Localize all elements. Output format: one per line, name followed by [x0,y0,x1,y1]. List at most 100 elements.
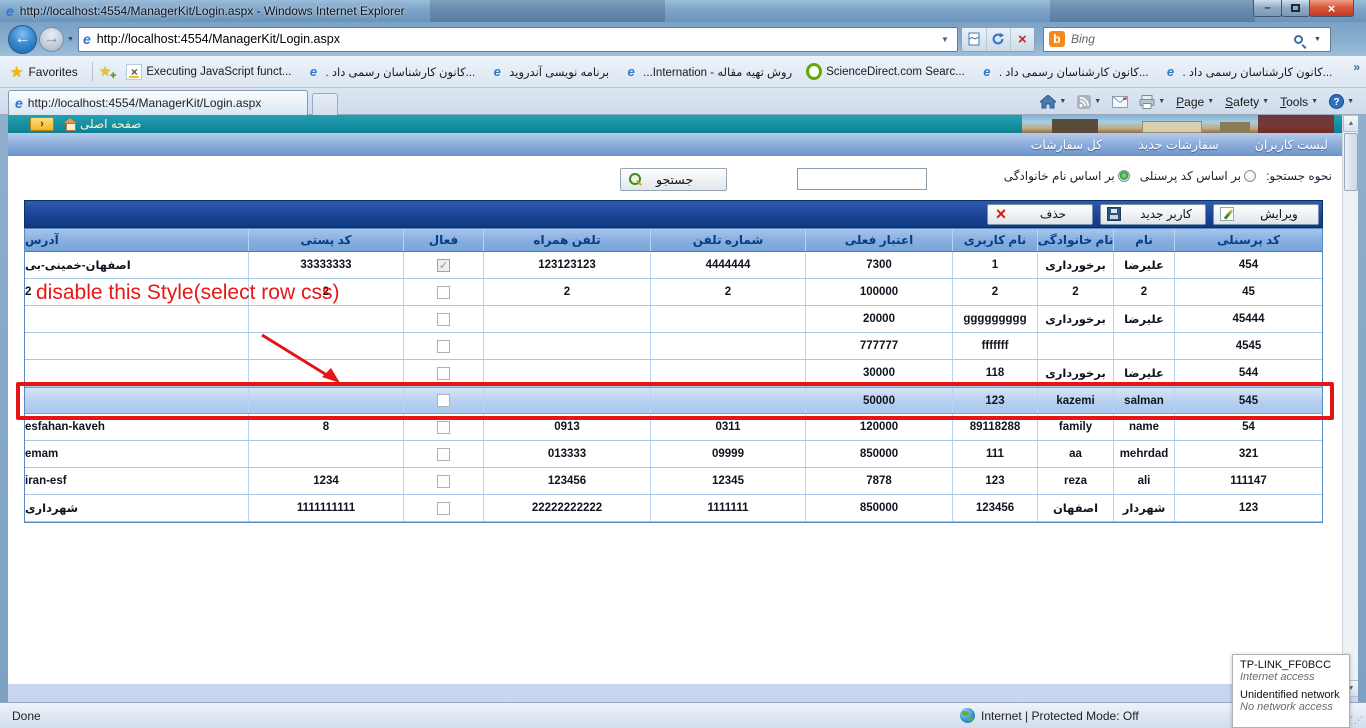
home-dropdown-icon[interactable]: ▼ [1059,98,1067,105]
maximize-button[interactable] [1281,0,1310,17]
active-checkbox[interactable] [437,285,450,299]
url-dropdown-icon[interactable]: ▼ [941,34,949,44]
col-header-username[interactable]: نام کاربری [953,229,1038,251]
favorites-item[interactable]: برنامه نویسی آندروید [482,60,616,84]
safety-menu-button[interactable]: Safety ▼ [1221,93,1273,111]
favorites-item[interactable]: ...كانون كارشناسان رسمى داد . [298,60,482,84]
favorites-item[interactable]: ...كانون كارشناسان رسمى داد . [1156,60,1340,84]
page-menu-button[interactable]: Page ▼ [1172,93,1218,111]
search-radio-option[interactable]: بر اساس نام خانوادگی [1004,169,1130,183]
tools-menu-button[interactable]: Tools ▼ [1276,93,1322,111]
table-row[interactable]: 50000 123 kazemi salman 545 [25,387,1322,414]
print-button[interactable]: ▼ [1135,93,1169,111]
table-row[interactable]: 20000 ggggggggg برخورداری علیرضا 45444 [25,306,1322,333]
cell-firstname: علیرضا [1114,252,1175,278]
col-header-lastname[interactable]: نام خانوادگی [1038,229,1114,251]
stop-button[interactable]: × [1009,27,1034,51]
nav-menu-item[interactable]: لیست کاربران [1254,138,1328,152]
compatibility-view-button[interactable] [962,28,986,51]
active-checkbox[interactable] [437,474,450,488]
favorites-button[interactable]: Favorites [28,64,78,79]
col-header-credit[interactable]: اعتبار فعلی [806,229,953,251]
url-text[interactable]: http://localhost:4554/ManagerKit/Login.a… [96,32,340,46]
toolbar-button[interactable]: حذف [987,203,1093,225]
vertical-scrollbar[interactable]: ▲ ▼ [1342,115,1358,697]
feeds-dropdown-icon[interactable]: ▼ [1094,98,1102,105]
cell-lastname: family [1038,414,1114,440]
minimize-button[interactable]: – [1253,0,1282,17]
home-badge[interactable]: › [30,117,54,131]
col-header-postal-code[interactable]: کد پستی [249,229,404,251]
cell-personnel-code: 544 [1238,367,1259,379]
add-to-favorites-icon[interactable]: ★ [99,63,116,82]
active-checkbox[interactable] [437,420,450,434]
active-checkbox[interactable] [437,394,450,407]
col-header-mobile[interactable]: تلفن همراه [484,229,651,251]
search-icon[interactable] [1294,34,1303,44]
toolbar-button[interactable]: کاربر جدید [1100,203,1206,225]
table-header-row: آدرس کد پستی فعال تلفن همراه شماره تلفن … [25,229,1322,252]
network-popup[interactable]: TP-LINK_FF0BCC Internet access Unidentif… [1232,654,1350,728]
refresh-button[interactable] [985,27,1010,51]
active-checkbox[interactable] [437,501,450,515]
divider [91,61,93,82]
active-checkbox[interactable] [437,366,450,380]
home-button[interactable]: ▼ [1036,93,1070,111]
new-tab-button[interactable] [312,93,338,115]
table-row[interactable]: iran-esf 1234 123456 12345 7878 123 reza… [25,468,1322,495]
table-row[interactable]: emam 013333 09999 850000 111 aa mehrdad … [25,441,1322,468]
print-dropdown-icon[interactable]: ▼ [1158,98,1166,105]
favorites-item[interactable]: ...كانون كارشناسان رسمى داد . [972,60,1156,84]
active-checkbox[interactable] [437,339,450,353]
search-dropdown-icon[interactable]: ▼ [1314,35,1321,43]
cell-credit: 100000 [806,279,953,305]
radio-icon[interactable] [1117,170,1130,182]
col-header-active[interactable]: فعال [404,229,484,251]
favorites-overflow-chevron[interactable]: » [1353,60,1360,74]
header-photo [1022,115,1334,133]
col-header-phone[interactable]: شماره تلفن [651,229,806,251]
window-titlebar[interactable]: e http://localhost:4554/ManagerKit/Login… [0,0,1366,56]
cell-active [404,252,484,278]
window-frame-right [1358,115,1366,728]
home-link[interactable]: صفحه اصلی [80,117,142,131]
close-button[interactable]: × [1309,0,1354,17]
table-row[interactable]: اصفهان-خمینی-بی 33333333 123123123 44444… [25,252,1322,279]
table-row[interactable]: شهرداری 1111111111 22222222222 1111111 8… [25,495,1322,522]
address-input[interactable]: e http://localhost:4554/ManagerKit/Login… [77,26,958,52]
favorites-item[interactable]: روش تهیه مقاله - Internation... [616,60,799,84]
search-button[interactable]: جستجو [620,168,727,191]
radio-icon[interactable] [1244,170,1257,182]
table-row[interactable]: 2 2 2 2 100000 2 2 2 45 [25,279,1322,306]
search-input[interactable] [797,168,927,190]
scrollbar-thumb[interactable] [1344,133,1358,191]
read-mail-button[interactable] [1108,94,1132,110]
col-header-personnel-code[interactable]: کد پرسنلی [1217,233,1280,247]
active-checkbox[interactable] [437,447,450,461]
back-button[interactable]: ← [8,24,37,54]
active-checkbox[interactable] [437,312,450,326]
forward-button[interactable]: → [39,26,64,52]
active-checkbox[interactable] [437,258,450,272]
favorites-star-icon: ★ [10,63,24,81]
table-row[interactable]: 777777 fffffff 4545 [25,333,1322,360]
nav-menu-item[interactable]: کل سفارشات [1030,138,1103,152]
help-button[interactable]: ? ▼ [1325,92,1358,111]
search-radio-option[interactable]: بر اساس کد پرسنلی [1140,169,1257,183]
nav-menu-item[interactable]: سفارشات جدید [1138,138,1219,152]
resize-grip[interactable]: ⋰⋰ [1344,715,1364,725]
favorites-item-label: ScienceDirect.com Searc... [826,65,965,78]
col-header-firstname[interactable]: نام [1114,229,1175,251]
toolbar-button-icon [994,207,1008,221]
favorites-item[interactable]: Executing JavaScript funct... [119,60,298,84]
search-box[interactable]: b Bing ▼ [1042,26,1331,52]
history-dropdown-icon[interactable]: ▼ [67,35,74,43]
bookmark-favicon [1163,64,1179,80]
favorites-item[interactable]: ScienceDirect.com Searc... [799,60,972,84]
col-header-address[interactable]: آدرس [25,229,249,251]
scroll-up-button[interactable]: ▲ [1343,115,1358,132]
tab-active[interactable]: e http://localhost:4554/ManagerKit/Login… [8,90,308,115]
search-watermark[interactable]: Bing [1070,32,1095,46]
toolbar-button[interactable]: ویرایش [1213,203,1319,225]
feeds-button[interactable]: ▼ [1073,93,1105,111]
